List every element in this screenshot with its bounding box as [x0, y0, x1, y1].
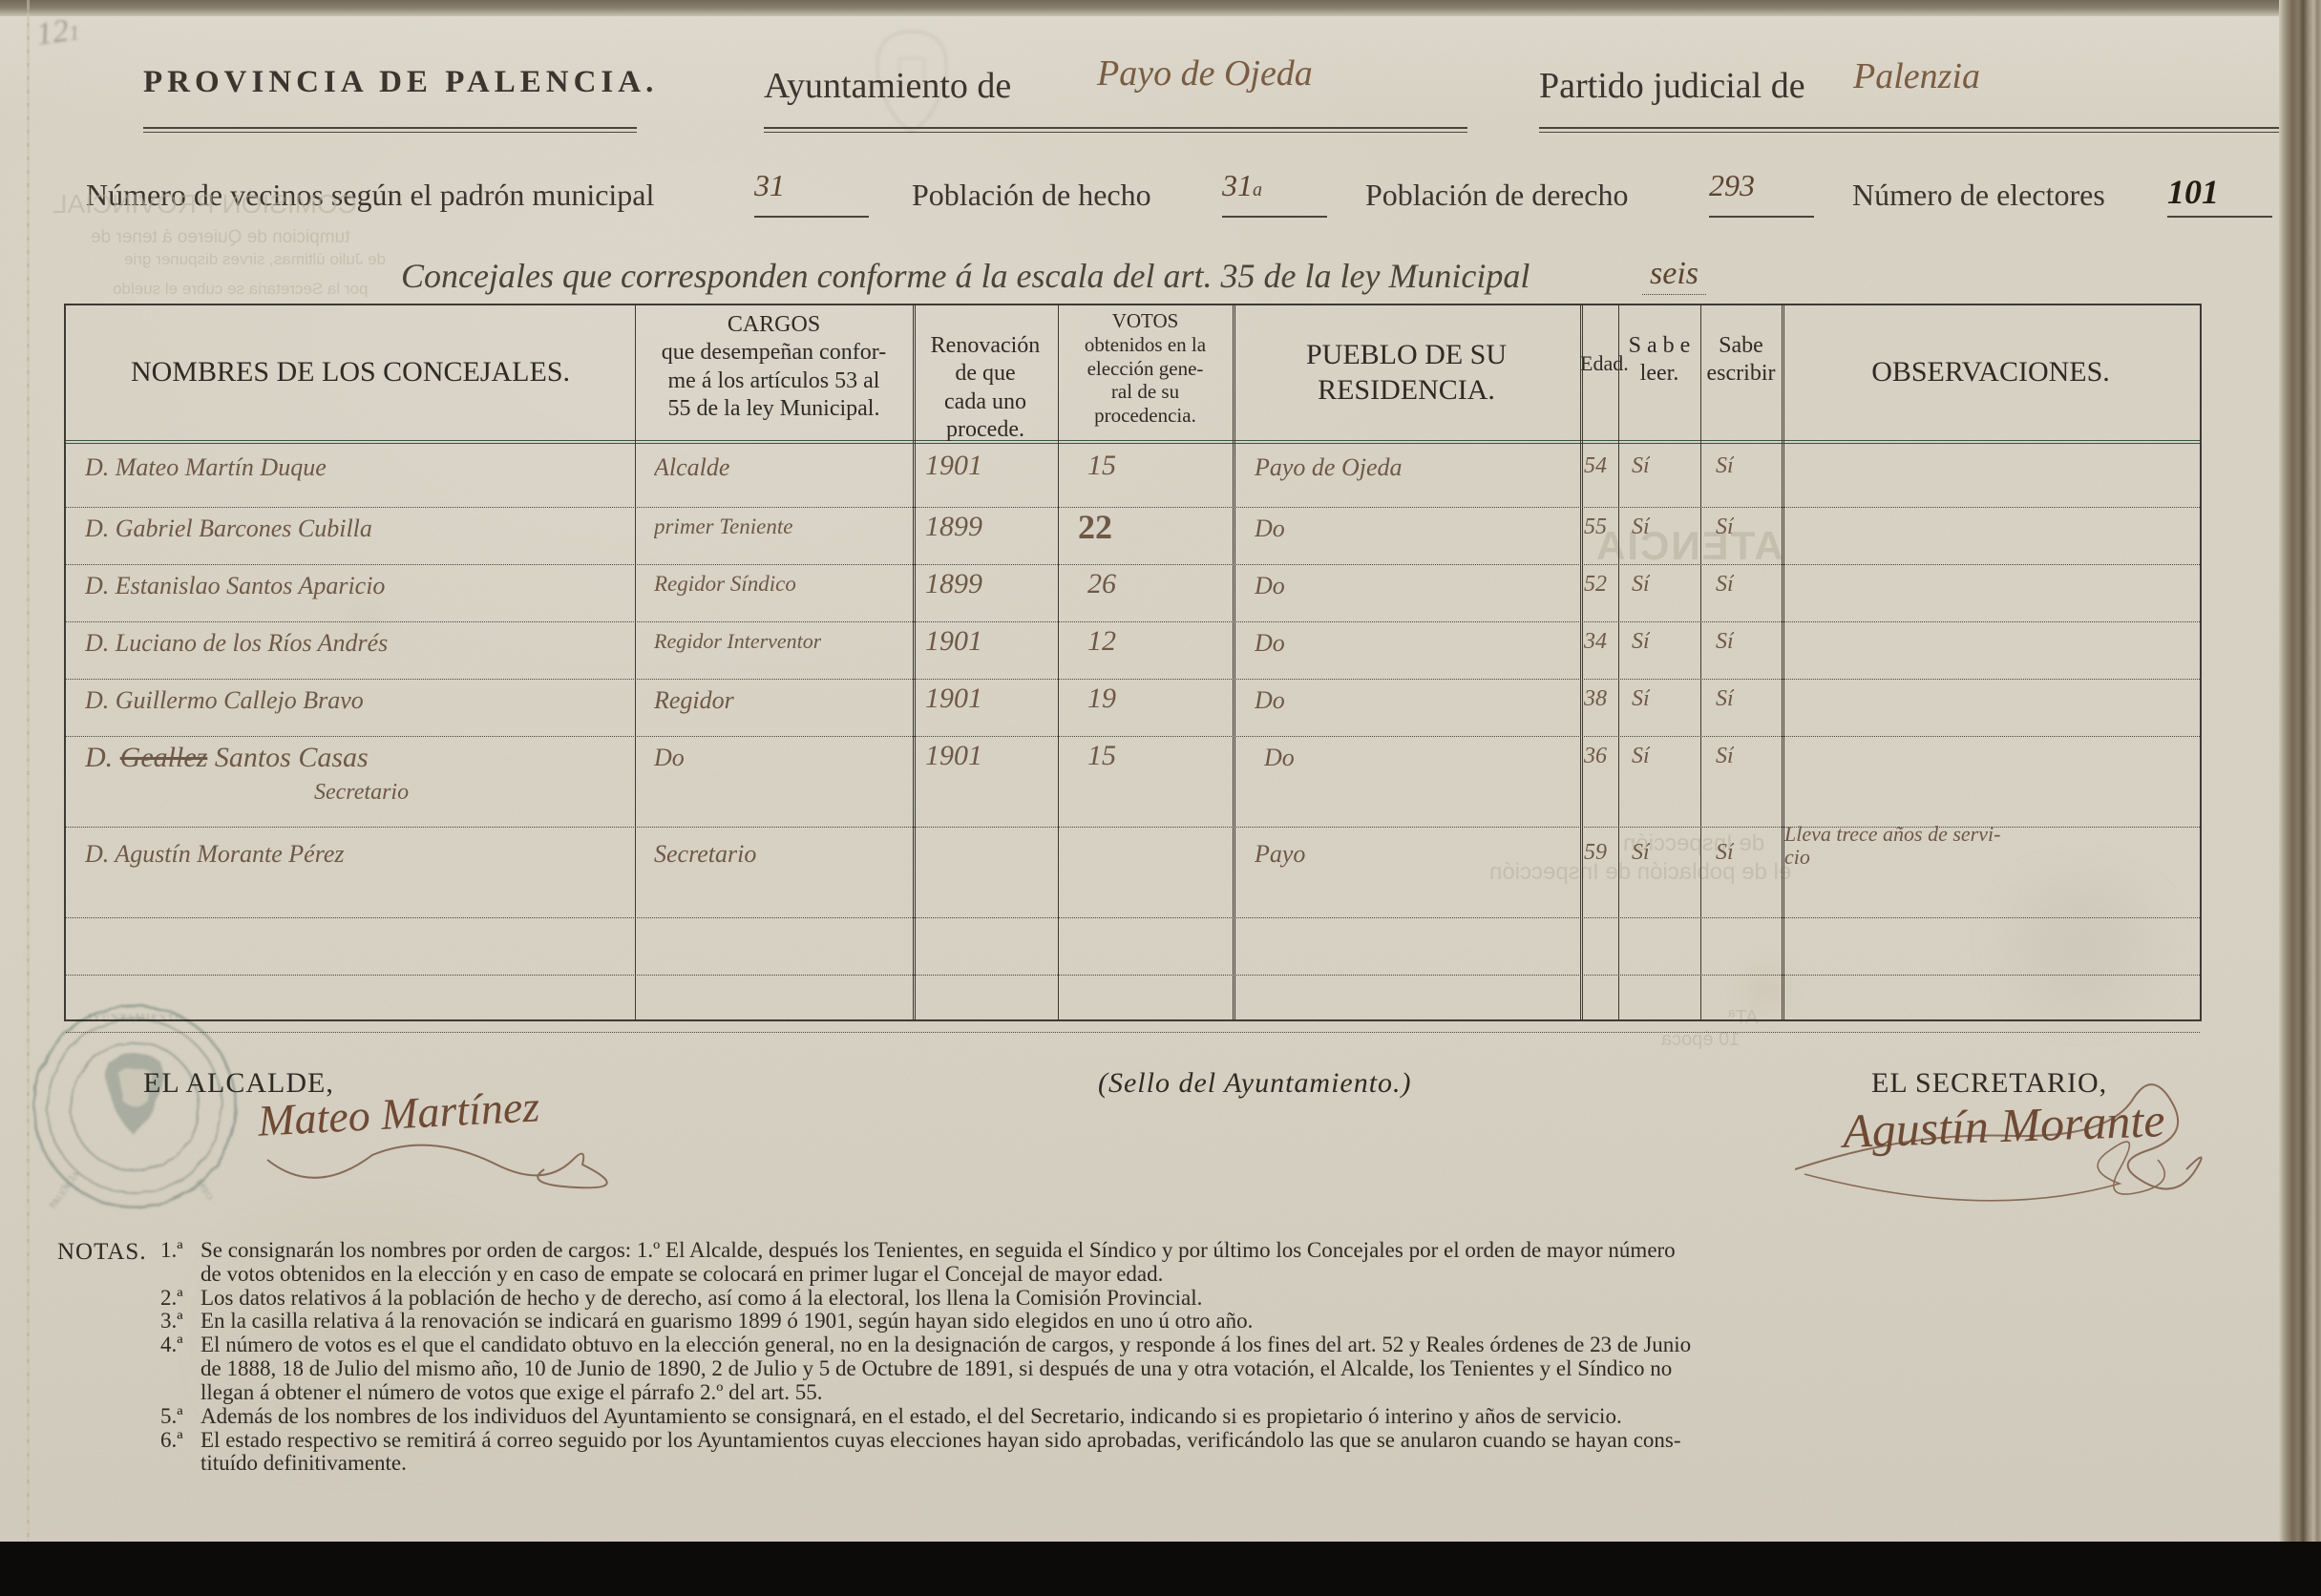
svg-text:AYUNTAMIENTO: AYUNTAMIENTO: [85, 1012, 184, 1023]
svg-text:PAYO: PAYO: [193, 1178, 214, 1203]
